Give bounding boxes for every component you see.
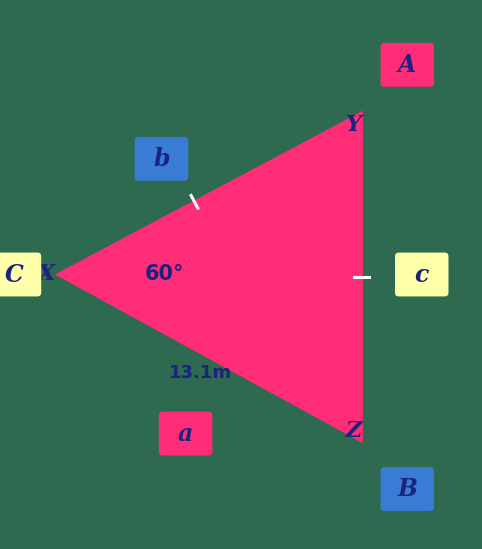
Text: A: A xyxy=(398,53,416,77)
FancyBboxPatch shape xyxy=(381,467,434,511)
Text: 13.1m: 13.1m xyxy=(169,365,231,382)
Text: B: B xyxy=(397,477,417,501)
Text: a: a xyxy=(178,422,193,446)
Text: 60°: 60° xyxy=(145,265,184,284)
Text: c: c xyxy=(415,262,429,287)
FancyBboxPatch shape xyxy=(159,412,212,456)
Text: X: X xyxy=(37,264,54,285)
Polygon shape xyxy=(58,113,362,441)
FancyBboxPatch shape xyxy=(381,43,434,87)
Text: Z: Z xyxy=(346,420,362,442)
FancyBboxPatch shape xyxy=(0,253,41,296)
FancyBboxPatch shape xyxy=(135,137,188,181)
Text: Y: Y xyxy=(347,114,362,136)
Text: b: b xyxy=(153,147,170,171)
Text: C: C xyxy=(5,262,24,287)
FancyBboxPatch shape xyxy=(395,253,448,296)
